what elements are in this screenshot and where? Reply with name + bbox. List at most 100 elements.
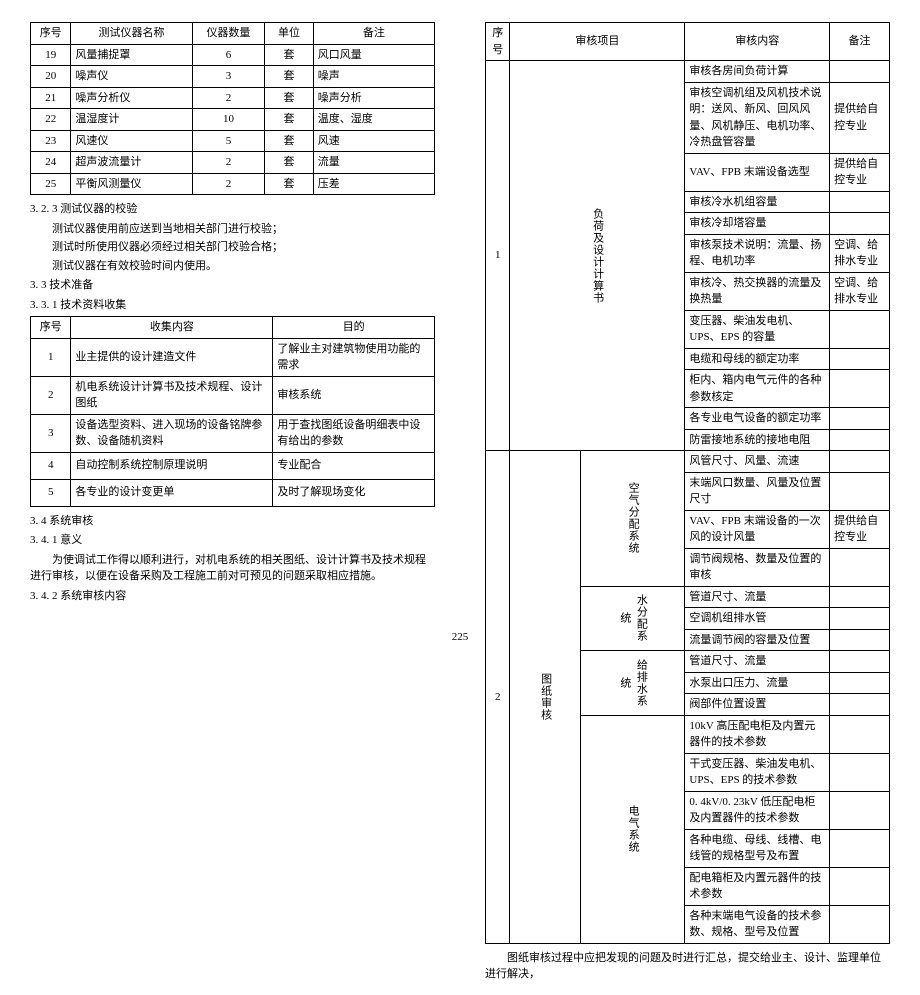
cell: 空调、给排水专业	[830, 272, 890, 310]
cell: 干式变压器、柴油发电机、UPS、EPS 的技术参数	[685, 753, 830, 791]
cell: 提供给自控专业	[830, 510, 890, 548]
cell: 套	[265, 109, 313, 131]
cell: 提供给自控专业	[830, 153, 890, 191]
cell	[830, 408, 890, 430]
cell	[830, 694, 890, 716]
cell: 6	[192, 44, 265, 66]
th-purpose: 目的	[273, 317, 435, 339]
cell: 提供给自控专业	[830, 82, 890, 153]
th-note: 备注	[313, 23, 434, 45]
cell: 风口风量	[313, 44, 434, 66]
cell: 变压器、柴油发电机、UPS、EPS 的容量	[685, 310, 830, 348]
left-column: 序号 测试仪器名称 仪器数量 单位 备注 19风量捕捉罩6套风口风量 20噪声仪…	[30, 22, 435, 985]
cell: 1	[31, 338, 71, 376]
cell: 3	[31, 414, 71, 452]
cell: 水泵出口压力、流量	[685, 672, 830, 694]
cell: 25	[31, 173, 71, 195]
cell: 套	[265, 130, 313, 152]
cell: 调节阀规格、数量及位置的审核	[685, 548, 830, 586]
cell: 5	[192, 130, 265, 152]
section-34: 3. 4 系统审核	[30, 513, 435, 530]
section-323: 3. 2. 3 测试仪器的校验	[30, 201, 435, 218]
cell: 风管尺寸、风量、流速	[685, 451, 830, 473]
th-qty: 仪器数量	[192, 23, 265, 45]
cell: 审核系统	[273, 376, 435, 414]
cell	[830, 672, 890, 694]
cell: 空调、给排水专业	[830, 234, 890, 272]
cell: 风速仪	[71, 130, 192, 152]
cell	[830, 191, 890, 213]
para: 测试仪器使用前应送到当地相关部门进行校验；	[30, 221, 435, 238]
cell: 管道尺寸、流量	[685, 586, 830, 608]
cell: 机电系统设计计算书及技术规程、设计图纸	[71, 376, 273, 414]
cell: 2	[192, 87, 265, 109]
cell	[830, 472, 890, 510]
cell: 各种电缆、母线、线槽、电线管的规格型号及布置	[685, 829, 830, 867]
cell: 温度、湿度	[313, 109, 434, 131]
cell: 超声波流量计	[71, 152, 192, 174]
cell: 各种末端电气设备的技术参数、规格、型号及位置	[685, 905, 830, 943]
cell: 平衡风测量仪	[71, 173, 192, 195]
para: 测试时所使用仪器必须经过相关部门校验合格；	[30, 239, 435, 256]
th-idx: 序号	[486, 23, 510, 61]
group1-num: 1	[486, 61, 510, 451]
cell: VAV、FPB 末端设备的一次风的设计风量	[685, 510, 830, 548]
th-unit: 单位	[265, 23, 313, 45]
cell: 10	[192, 109, 265, 131]
cell: 套	[265, 87, 313, 109]
cell	[830, 548, 890, 586]
cell	[830, 310, 890, 348]
cell: 0. 4kV/0. 23kV 低压配电柜及内置器件的技术参数	[685, 791, 830, 829]
cell	[830, 429, 890, 451]
section-331: 3. 3. 1 技术资料收集	[30, 297, 435, 314]
cell: 空调机组排水管	[685, 608, 830, 630]
sub-water: 水分配系统	[581, 586, 685, 651]
cell: 10kV 高压配电柜及内置元器件的技术参数	[685, 715, 830, 753]
cell: 22	[31, 109, 71, 131]
cell: 审核冷却塔容量	[685, 213, 830, 235]
cell: 风速	[313, 130, 434, 152]
group2-proj: 图纸审核	[510, 451, 581, 944]
cell: 套	[265, 152, 313, 174]
cell: 各专业的设计变更单	[71, 479, 273, 506]
sub-elec: 电气系统	[581, 715, 685, 943]
th-idx: 序号	[31, 23, 71, 45]
cell	[830, 715, 890, 753]
cell: 23	[31, 130, 71, 152]
cell: 噪声分析仪	[71, 87, 192, 109]
cell: 用于查找图纸设备明细表中设有给出的参数	[273, 414, 435, 452]
cell: 审核冷水机组容量	[685, 191, 830, 213]
cell: 审核各房间负荷计算	[685, 61, 830, 83]
cell: 及时了解现场变化	[273, 479, 435, 506]
cell: 配电箱柜及内置元器件的技术参数	[685, 867, 830, 905]
cell: 2	[192, 152, 265, 174]
page-number: 225	[452, 629, 469, 646]
cell: 套	[265, 44, 313, 66]
cell: 噪声	[313, 66, 434, 88]
cell: 了解业主对建筑物使用功能的需求	[273, 338, 435, 376]
cell: 20	[31, 66, 71, 88]
cell: 噪声分析	[313, 87, 434, 109]
cell: 流量	[313, 152, 434, 174]
instrument-table: 序号 测试仪器名称 仪器数量 单位 备注 19风量捕捉罩6套风口风量 20噪声仪…	[30, 22, 435, 195]
cell: 24	[31, 152, 71, 174]
cell: 柜内、箱内电气元件的各种参数核定	[685, 370, 830, 408]
cell: 审核空调机组及风机技术说明：送风、新风、回风风量、风机静压、电机功率、冷热盘管容…	[685, 82, 830, 153]
section-342: 3. 4. 2 系统审核内容	[30, 588, 435, 605]
cell: VAV、FPB 末端设备选型	[685, 153, 830, 191]
cell: 套	[265, 66, 313, 88]
cell: 审核泵技术说明：流量、扬程、电机功率	[685, 234, 830, 272]
cell: 末端风口数量、风量及位置尺寸	[685, 472, 830, 510]
cell: 3	[192, 66, 265, 88]
cell	[830, 867, 890, 905]
cell	[830, 348, 890, 370]
cell	[830, 586, 890, 608]
cell	[830, 213, 890, 235]
cell: 专业配合	[273, 452, 435, 479]
cell: 5	[31, 479, 71, 506]
group1-proj: 负荷及设计计算书	[510, 61, 685, 451]
cell: 审核冷、热交换器的流量及换热量	[685, 272, 830, 310]
para: 测试仪器在有效校验时间内使用。	[30, 258, 435, 275]
section-33: 3. 3 技术准备	[30, 277, 435, 294]
cell: 防雷接地系统的接地电阻	[685, 429, 830, 451]
